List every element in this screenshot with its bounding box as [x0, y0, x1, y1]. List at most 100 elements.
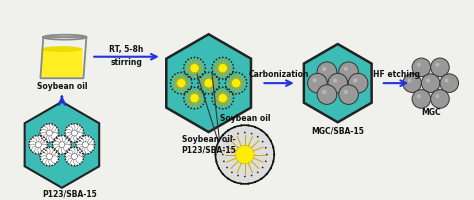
- Circle shape: [183, 72, 185, 74]
- Circle shape: [35, 147, 42, 155]
- Circle shape: [208, 71, 210, 73]
- FancyBboxPatch shape: [41, 49, 82, 77]
- Circle shape: [46, 141, 48, 143]
- Circle shape: [83, 156, 84, 157]
- Circle shape: [76, 156, 83, 163]
- Circle shape: [170, 82, 171, 84]
- Circle shape: [61, 136, 69, 143]
- Circle shape: [177, 72, 179, 74]
- Circle shape: [28, 141, 36, 148]
- Circle shape: [49, 148, 56, 155]
- Circle shape: [73, 165, 75, 167]
- Circle shape: [232, 79, 241, 88]
- Circle shape: [47, 144, 48, 146]
- Circle shape: [41, 135, 42, 137]
- Circle shape: [180, 71, 182, 73]
- Circle shape: [193, 78, 195, 80]
- Circle shape: [55, 136, 57, 138]
- Circle shape: [216, 106, 217, 108]
- Circle shape: [52, 165, 53, 166]
- Circle shape: [76, 141, 83, 148]
- Circle shape: [72, 130, 77, 136]
- Circle shape: [88, 153, 89, 154]
- Circle shape: [211, 72, 213, 74]
- Circle shape: [183, 94, 185, 96]
- Circle shape: [82, 147, 89, 155]
- Circle shape: [56, 127, 58, 128]
- Circle shape: [219, 57, 220, 59]
- Circle shape: [68, 140, 70, 141]
- Circle shape: [79, 146, 86, 154]
- Circle shape: [257, 171, 259, 173]
- Circle shape: [233, 97, 235, 99]
- Circle shape: [43, 151, 45, 153]
- Circle shape: [177, 92, 179, 94]
- Circle shape: [81, 161, 82, 163]
- Circle shape: [218, 86, 220, 87]
- Circle shape: [69, 139, 70, 140]
- Circle shape: [58, 135, 60, 137]
- Circle shape: [55, 151, 57, 153]
- Circle shape: [52, 141, 53, 143]
- Circle shape: [71, 147, 78, 154]
- Circle shape: [82, 153, 84, 154]
- Circle shape: [187, 91, 188, 93]
- Circle shape: [46, 123, 53, 131]
- Circle shape: [244, 132, 246, 133]
- Circle shape: [46, 147, 47, 148]
- Circle shape: [32, 146, 39, 154]
- Circle shape: [54, 125, 55, 126]
- Circle shape: [170, 79, 172, 81]
- Circle shape: [199, 76, 201, 78]
- Text: Soybean oil: Soybean oil: [219, 114, 270, 123]
- Circle shape: [41, 138, 43, 139]
- Circle shape: [46, 165, 47, 166]
- Circle shape: [197, 57, 199, 59]
- Circle shape: [64, 153, 72, 160]
- Circle shape: [235, 71, 237, 73]
- Circle shape: [197, 87, 199, 89]
- Circle shape: [58, 135, 65, 142]
- Circle shape: [172, 76, 173, 78]
- Circle shape: [46, 135, 53, 143]
- Circle shape: [52, 129, 59, 137]
- Circle shape: [61, 146, 69, 154]
- Circle shape: [222, 154, 224, 155]
- Circle shape: [68, 148, 75, 155]
- Circle shape: [53, 144, 60, 152]
- Circle shape: [49, 165, 50, 167]
- Circle shape: [247, 124, 249, 126]
- Circle shape: [64, 153, 65, 154]
- Circle shape: [85, 136, 92, 143]
- Circle shape: [81, 138, 82, 139]
- Circle shape: [215, 160, 218, 163]
- Circle shape: [37, 153, 39, 155]
- Text: HF etching: HF etching: [373, 70, 420, 79]
- Circle shape: [238, 72, 240, 74]
- Circle shape: [344, 67, 348, 71]
- Circle shape: [43, 163, 45, 165]
- Circle shape: [40, 129, 41, 131]
- Circle shape: [40, 132, 48, 140]
- Circle shape: [225, 87, 227, 89]
- Circle shape: [35, 153, 36, 154]
- Circle shape: [58, 153, 60, 154]
- Circle shape: [216, 125, 274, 184]
- Circle shape: [226, 167, 228, 168]
- Circle shape: [172, 89, 173, 90]
- Circle shape: [61, 135, 63, 136]
- Circle shape: [43, 148, 45, 150]
- Circle shape: [76, 123, 78, 125]
- Circle shape: [93, 147, 95, 148]
- Circle shape: [232, 101, 234, 102]
- Circle shape: [228, 76, 230, 78]
- Circle shape: [55, 146, 63, 154]
- Circle shape: [214, 74, 216, 75]
- Circle shape: [183, 67, 184, 69]
- Circle shape: [225, 78, 227, 79]
- Circle shape: [46, 141, 47, 143]
- Circle shape: [198, 79, 199, 81]
- Circle shape: [229, 91, 231, 93]
- Circle shape: [339, 62, 358, 81]
- Circle shape: [322, 67, 327, 71]
